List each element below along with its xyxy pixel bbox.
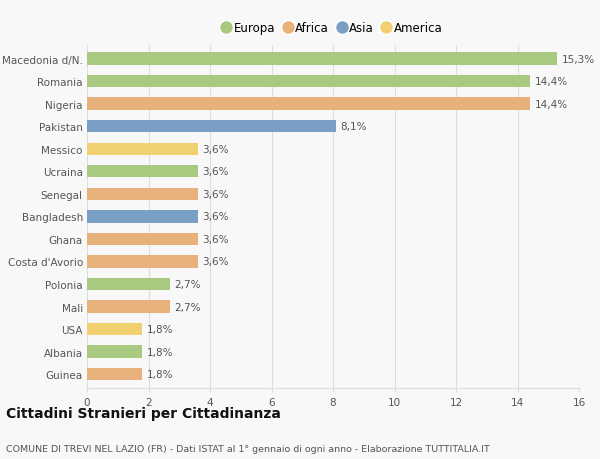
Bar — [87, 143, 198, 156]
Text: 3,6%: 3,6% — [202, 212, 229, 222]
Bar — [87, 368, 142, 381]
Text: 3,6%: 3,6% — [202, 167, 229, 177]
Text: COMUNE DI TREVI NEL LAZIO (FR) - Dati ISTAT al 1° gennaio di ogni anno - Elabora: COMUNE DI TREVI NEL LAZIO (FR) - Dati IS… — [6, 444, 490, 453]
Text: Cittadini Stranieri per Cittadinanza: Cittadini Stranieri per Cittadinanza — [6, 406, 281, 420]
Bar — [87, 211, 198, 223]
Bar — [87, 278, 170, 291]
Text: 14,4%: 14,4% — [535, 77, 568, 87]
Text: 1,8%: 1,8% — [147, 347, 173, 357]
Text: 1,8%: 1,8% — [147, 325, 173, 334]
Bar — [87, 53, 557, 66]
Bar — [87, 301, 170, 313]
Bar — [87, 256, 198, 268]
Bar — [87, 233, 198, 246]
Bar — [87, 166, 198, 178]
Bar — [87, 76, 530, 88]
Bar — [87, 98, 530, 111]
Bar — [87, 323, 142, 336]
Bar — [87, 121, 336, 133]
Text: 8,1%: 8,1% — [341, 122, 367, 132]
Text: 14,4%: 14,4% — [535, 100, 568, 109]
Text: 3,6%: 3,6% — [202, 145, 229, 154]
Bar — [87, 346, 142, 358]
Text: 3,6%: 3,6% — [202, 257, 229, 267]
Text: 15,3%: 15,3% — [562, 55, 595, 64]
Legend: Europa, Africa, Asia, America: Europa, Africa, Asia, America — [218, 17, 448, 40]
Text: 2,7%: 2,7% — [175, 302, 201, 312]
Text: 2,7%: 2,7% — [175, 280, 201, 289]
Text: 1,8%: 1,8% — [147, 369, 173, 379]
Text: 3,6%: 3,6% — [202, 190, 229, 199]
Text: 3,6%: 3,6% — [202, 235, 229, 244]
Bar — [87, 188, 198, 201]
